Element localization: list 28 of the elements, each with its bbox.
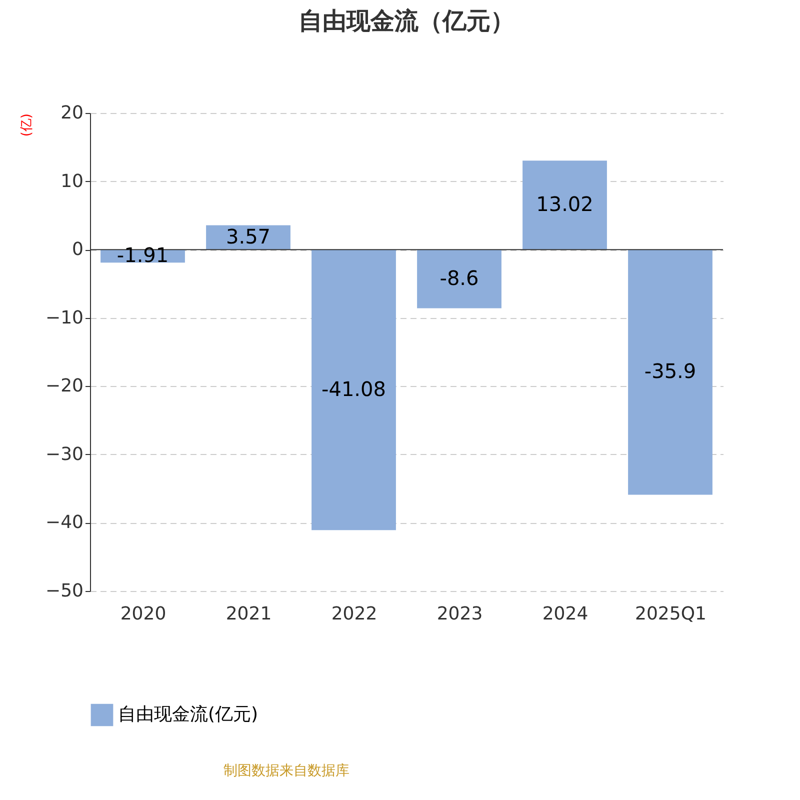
data-label: -41.08 [322,376,386,401]
data-label: -1.91 [116,243,169,268]
data-label: -35.9 [644,359,696,384]
y-axis-title: (亿) [20,114,35,137]
bar [312,250,396,530]
bar [417,250,502,308]
y-tick-label: −50 [46,580,84,602]
chart-title: 自由现金流（亿元） [298,7,514,35]
y-tick-label: 0 [72,239,84,260]
y-tick-label: 20 [60,102,84,124]
data-label: 13.02 [536,192,594,216]
y-tick-label: −20 [46,376,84,397]
bar [522,160,607,250]
x-tick-label: 2023 [436,604,483,624]
y-tick-label: −40 [46,512,84,534]
text: 制图数据来自数据库 [224,763,350,779]
x-tick-label: 2021 [226,604,272,624]
y-tick-label: 10 [60,170,84,192]
legend-label: 自由现金流(亿元) [118,704,258,725]
x-tick-label: 2024 [542,604,588,624]
y-tick-label: −30 [46,444,84,465]
bar [628,250,712,495]
x-tick-label: 2025Q1 [635,604,706,624]
x-tick-label: 2022 [331,604,378,624]
y-tick-label: −10 [46,307,84,328]
x-tick-label: 2020 [120,604,166,624]
data-label: 3.57 [226,224,271,248]
data-label: -8.6 [440,266,479,290]
